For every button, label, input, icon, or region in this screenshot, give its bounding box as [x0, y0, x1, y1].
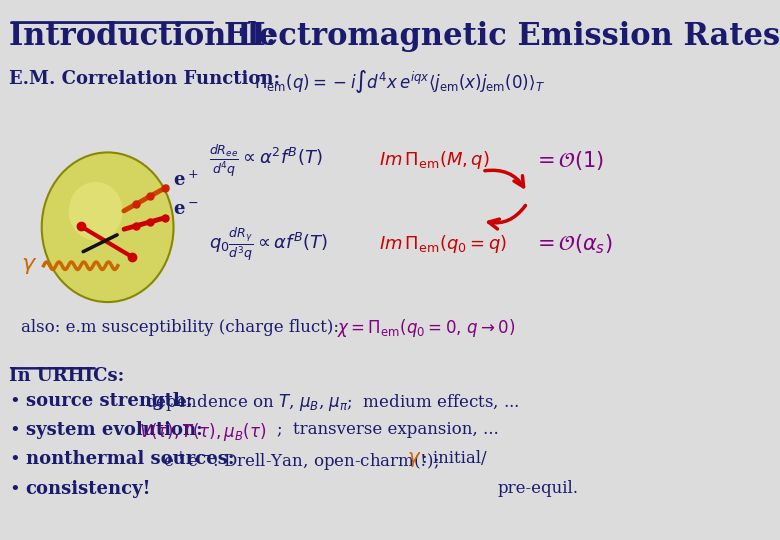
Text: $\Pi_{\rm em}(q) = -i\int d^4x\, e^{iqx} \langle j_{\rm em}(x)j_{\rm em}(0)\rang: $\Pi_{\rm em}(q) = -i\int d^4x\, e^{iqx}… [254, 68, 545, 95]
Text: : initial/: : initial/ [422, 450, 487, 467]
Text: e$^+$e$^-$: Drell-Yan, open-charm(!);: e$^+$e$^-$: Drell-Yan, open-charm(!); [163, 450, 446, 474]
Text: •: • [9, 421, 20, 438]
Text: also: e.m susceptibility (charge fluct):: also: e.m susceptibility (charge fluct): [21, 319, 349, 336]
Text: Electromagnetic Emission Rates: Electromagnetic Emission Rates [225, 22, 780, 52]
Text: $\gamma$: $\gamma$ [406, 450, 421, 469]
Text: Introduction II:: Introduction II: [9, 22, 277, 52]
Text: system evolution:: system evolution: [26, 421, 208, 438]
Ellipse shape [41, 152, 173, 302]
Text: $\frac{dR_{ee}}{d^4q} \propto \alpha^2 f^B(T)\,$: $\frac{dR_{ee}}{d^4q} \propto \alpha^2 f… [210, 142, 323, 179]
Text: ;  transverse expansion, ...: ; transverse expansion, ... [277, 421, 499, 438]
Text: $= \mathcal{O}(\alpha_s)$: $= \mathcal{O}(\alpha_s)$ [533, 233, 612, 256]
Text: dependence on $T$, $\mu_B$, $\mu_\pi$;  medium effects, ...: dependence on $T$, $\mu_B$, $\mu_\pi$; m… [145, 392, 520, 413]
Ellipse shape [69, 182, 122, 241]
Text: $V(\tau), T(\tau), \mu_B(\tau)$: $V(\tau), T(\tau), \mu_B(\tau)$ [140, 421, 267, 443]
Text: pre-equil.: pre-equil. [497, 480, 578, 496]
Text: •: • [9, 392, 20, 410]
Text: E.M. Correlation Function:: E.M. Correlation Function: [9, 70, 280, 87]
Text: $= \mathcal{O}(1)$: $= \mathcal{O}(1)$ [533, 149, 604, 172]
Text: e$^-$: e$^-$ [173, 201, 198, 219]
Text: e$^+$: e$^+$ [173, 171, 198, 190]
Text: In URHICs:: In URHICs: [9, 367, 124, 385]
Text: nonthermal sources:: nonthermal sources: [26, 450, 240, 468]
Text: $q_0\frac{dR_\gamma}{d^3q} \propto \alpha f^B(T)\,$: $q_0\frac{dR_\gamma}{d^3q} \propto \alph… [210, 225, 328, 264]
Text: $\chi = \Pi_{\rm em}(q_0{=}0,\, q{\rightarrow}0)$: $\chi = \Pi_{\rm em}(q_0{=}0,\, q{\right… [337, 317, 516, 339]
Text: •: • [9, 450, 20, 468]
Text: $\gamma$: $\gamma$ [21, 254, 37, 275]
Text: $Im\,\Pi_{\rm em}(M,q)$: $Im\,\Pi_{\rm em}(M,q)$ [379, 150, 490, 171]
Text: consistency!: consistency! [26, 480, 151, 497]
Text: $Im\,\Pi_{\rm em}(q_0{=}q)$: $Im\,\Pi_{\rm em}(q_0{=}q)$ [379, 233, 507, 255]
Text: source strength:: source strength: [26, 392, 198, 410]
Text: •: • [9, 480, 20, 497]
